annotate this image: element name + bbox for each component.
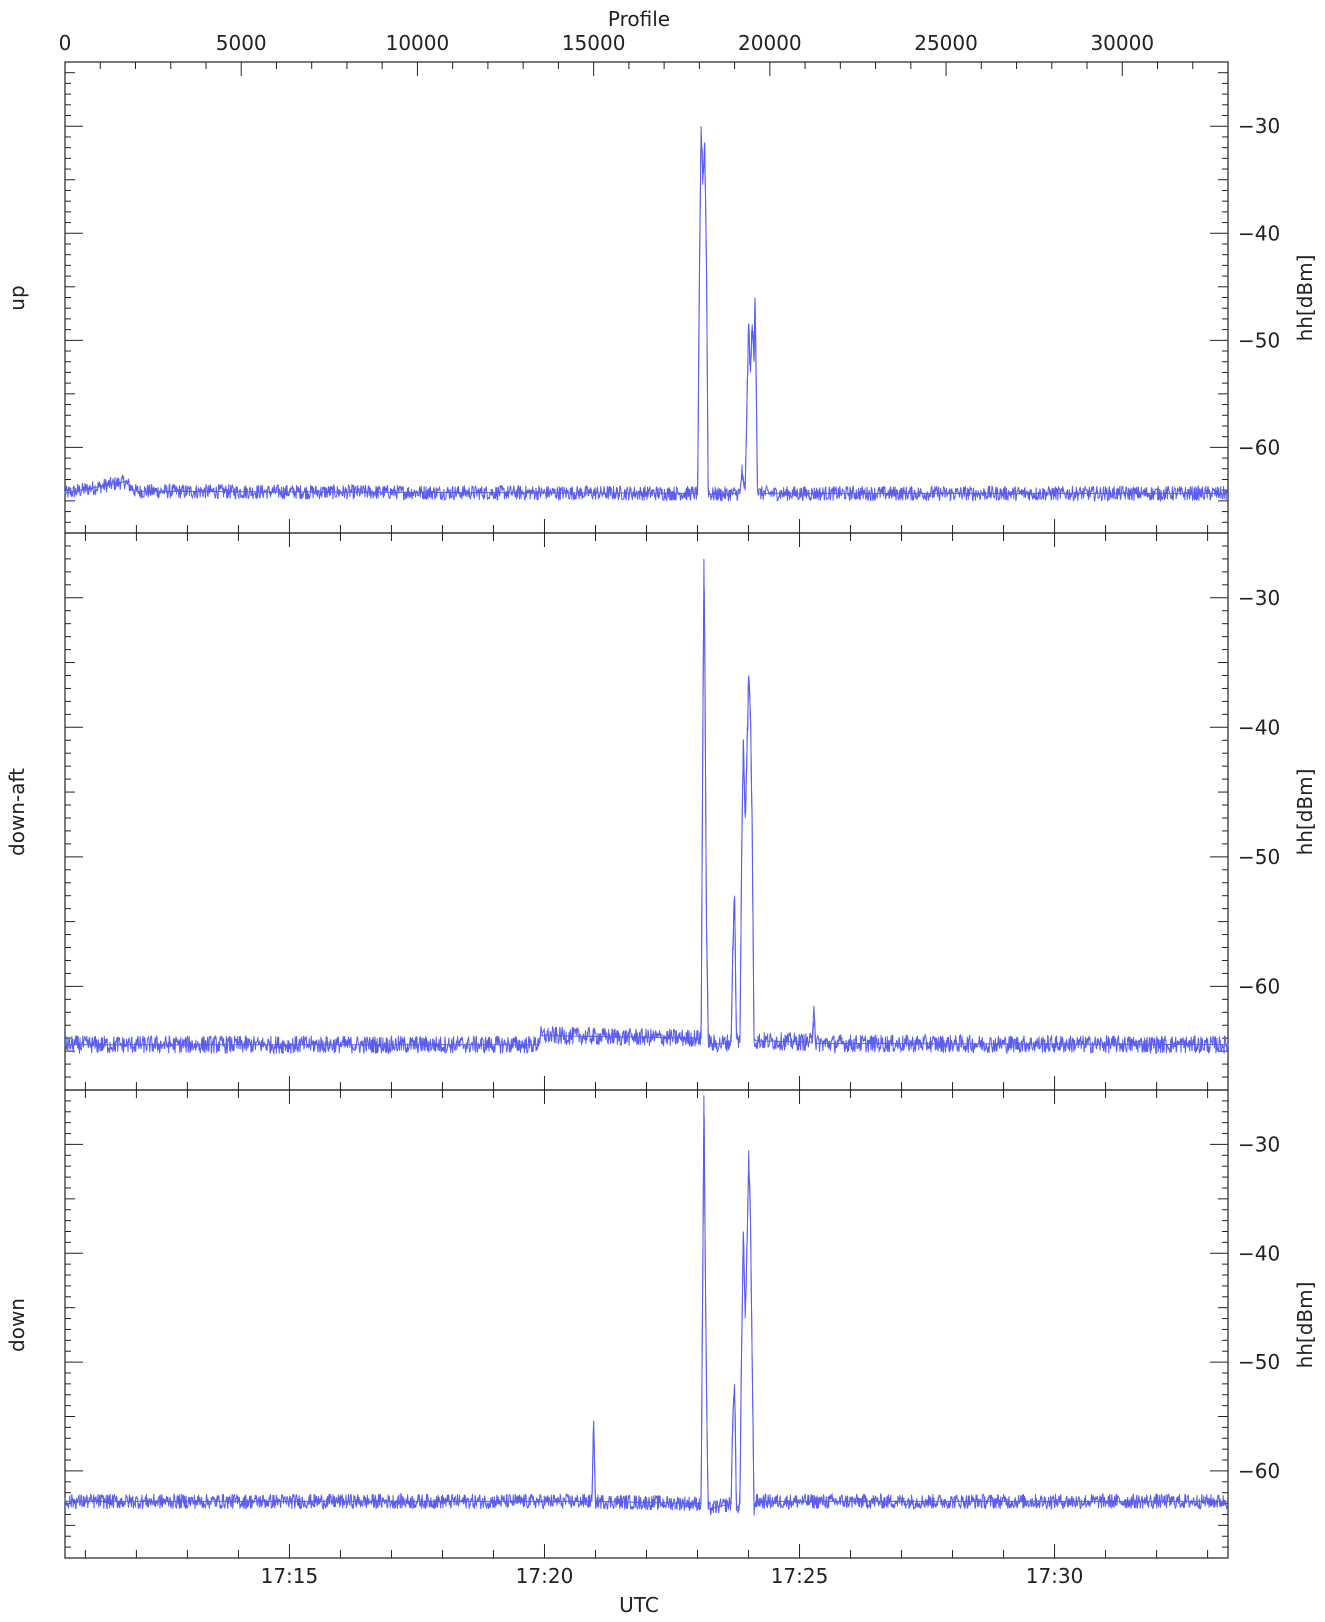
profile-tick-label: 15000	[562, 31, 626, 55]
y-tick-label: −30	[1238, 114, 1280, 138]
y-axis-label: hh[dBm]	[1293, 769, 1317, 856]
profile-tick-label: 10000	[386, 31, 450, 55]
profile-tick-label: 25000	[914, 31, 978, 55]
panels: −30 −40 −50 −60 hh[dBm] up 0 5000 10000 15000 2000…	[5, 31, 1317, 1588]
plot-frame	[64, 1089, 1229, 1559]
y-tick-label: −40	[1238, 221, 1280, 245]
time-tick-label: 17:20	[516, 1564, 574, 1588]
profile-tick-label: 30000	[1090, 31, 1154, 55]
y-tick-label: −40	[1238, 715, 1280, 739]
y-axis-label: hh[dBm]	[1293, 1282, 1317, 1369]
time-tick-label: 17:25	[771, 1564, 829, 1588]
series-line	[64, 1116, 1229, 1516]
profile-tick-label: 5000	[216, 31, 267, 55]
y-tick-label: −30	[1238, 586, 1280, 610]
profile-tick-label: 0	[59, 31, 72, 55]
y-tick-label: −60	[1238, 1459, 1280, 1483]
plot-frame	[64, 61, 1229, 534]
y-tick-label: −30	[1238, 1132, 1280, 1156]
top-axis-label: Profile	[608, 7, 670, 31]
panel-label: down	[5, 1298, 29, 1352]
series-line	[64, 589, 1229, 1056]
y-tick-label: −40	[1238, 1241, 1280, 1265]
panel-label: up	[5, 285, 29, 310]
series-peaks	[65, 1095, 1228, 1511]
profile-tick-label: 20000	[738, 31, 802, 55]
bottom-axis-label: UTC	[619, 1593, 659, 1617]
panel-down-aft: −30 −40 −50 −60 hh[dBm] down-aft	[5, 532, 1317, 1091]
panel-up: −30 −40 −50 −60 hh[dBm] up 0 5000 10000 15000 2000…	[5, 31, 1317, 534]
y-tick-label: −50	[1238, 328, 1280, 352]
series-peaks	[65, 558, 1229, 1046]
y-tick-label: −50	[1238, 845, 1280, 869]
series-line	[64, 134, 1229, 503]
time-tick-label: 17:15	[261, 1564, 319, 1588]
time-tick-label: 17:30	[1026, 1564, 1084, 1588]
panel-label: down-aft	[5, 768, 29, 856]
panel-down: −30 −40 −50 −60 hh[dBm] down 17:15 17:20 17:25 17…	[5, 1089, 1317, 1588]
y-tick-label: −60	[1238, 974, 1280, 998]
series-peaks	[64, 126, 1228, 496]
y-tick-label: −50	[1238, 1350, 1280, 1374]
y-axis-label: hh[dBm]	[1293, 255, 1317, 342]
y-tick-label: −60	[1238, 435, 1280, 459]
plot-frame	[64, 532, 1229, 1091]
